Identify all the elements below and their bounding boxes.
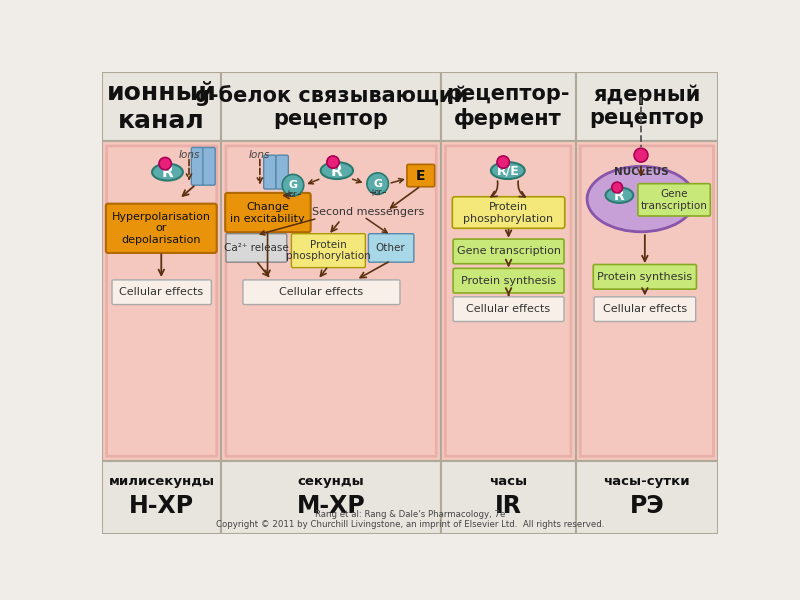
Text: Change
in excitability: Change in excitability (230, 202, 305, 224)
Bar (575, 461, 718, 534)
FancyArrowPatch shape (518, 181, 526, 197)
Text: милисекунды: милисекунды (109, 475, 214, 488)
FancyBboxPatch shape (112, 280, 211, 305)
Ellipse shape (152, 164, 183, 181)
Circle shape (612, 182, 622, 193)
Text: РЭ: РЭ (630, 494, 664, 518)
Text: ионный
канал: ионный канал (106, 81, 217, 133)
Text: R: R (162, 166, 174, 181)
Bar (441, 141, 575, 461)
Text: Ions: Ions (249, 150, 270, 160)
FancyBboxPatch shape (203, 148, 215, 185)
Circle shape (159, 157, 171, 170)
Text: Second messengers: Second messengers (311, 207, 424, 217)
Circle shape (282, 175, 304, 196)
Bar (102, 72, 222, 141)
FancyBboxPatch shape (264, 155, 276, 189)
Text: Protein
phosphorylation: Protein phosphorylation (463, 202, 554, 224)
Text: секунды: секунды (298, 475, 365, 488)
Bar (441, 72, 575, 141)
Text: Rang et al: Rang & Dale's Pharmacology, 7e
Copyright © 2011 by Churchill Livings: Rang et al: Rang & Dale's Pharmacology, … (216, 510, 604, 529)
Text: G: G (288, 180, 298, 190)
Circle shape (367, 173, 389, 194)
Text: Cellular effects: Cellular effects (119, 287, 203, 297)
FancyBboxPatch shape (594, 265, 697, 289)
FancyBboxPatch shape (407, 164, 434, 187)
FancyBboxPatch shape (226, 233, 287, 262)
Bar (441, 461, 575, 534)
FancyBboxPatch shape (226, 146, 436, 456)
Text: E: E (416, 169, 426, 183)
FancyArrowPatch shape (491, 181, 498, 197)
FancyBboxPatch shape (291, 233, 366, 268)
Text: IR: IR (494, 494, 522, 518)
Bar (102, 141, 222, 461)
Text: Cellular effects: Cellular effects (466, 304, 550, 314)
Text: Gene
transcription: Gene transcription (641, 189, 707, 211)
Ellipse shape (587, 166, 695, 232)
Text: Hyperpolarisation
or
depolarisation: Hyperpolarisation or depolarisation (112, 212, 210, 245)
FancyBboxPatch shape (106, 146, 217, 456)
Text: Cellular effects: Cellular effects (602, 304, 687, 314)
FancyBboxPatch shape (580, 146, 714, 456)
FancyBboxPatch shape (106, 203, 217, 253)
Text: R/E: R/E (497, 165, 519, 178)
Text: +: + (368, 188, 376, 198)
Text: Н-ХР: Н-ХР (129, 494, 194, 518)
Text: Gene transcription: Gene transcription (457, 247, 561, 256)
Bar (575, 141, 718, 461)
Bar (575, 72, 718, 141)
Text: Cellular effects: Cellular effects (279, 287, 363, 297)
Text: Protein
phosphorylation: Protein phosphorylation (286, 240, 370, 262)
Circle shape (634, 148, 648, 162)
Text: Ions: Ions (178, 150, 200, 160)
Text: часы: часы (489, 475, 527, 488)
Text: or: or (374, 188, 382, 197)
Bar (222, 72, 441, 141)
Text: +: + (283, 190, 291, 199)
Text: R: R (614, 189, 625, 203)
FancyBboxPatch shape (452, 197, 565, 229)
Text: ядерный
рецептор: ядерный рецептор (590, 85, 704, 128)
Text: G: G (373, 179, 382, 188)
Bar (222, 141, 441, 461)
FancyBboxPatch shape (453, 268, 564, 293)
Text: М-ХР: М-ХР (297, 494, 366, 518)
Text: R: R (331, 164, 342, 179)
FancyBboxPatch shape (276, 155, 288, 189)
Text: -: - (382, 187, 386, 199)
Text: часы-сутки: часы-сутки (603, 475, 690, 488)
Text: g-белок связывающий
рецептор: g-белок связывающий рецептор (194, 85, 468, 129)
FancyBboxPatch shape (453, 239, 564, 264)
Ellipse shape (606, 187, 634, 203)
Ellipse shape (321, 162, 353, 179)
Text: or: or (289, 190, 298, 199)
Text: Protein synthesis: Protein synthesis (461, 275, 556, 286)
Bar (222, 461, 441, 534)
FancyBboxPatch shape (638, 184, 710, 216)
FancyBboxPatch shape (594, 297, 696, 322)
FancyBboxPatch shape (446, 146, 571, 456)
Text: Other: Other (376, 244, 406, 253)
Text: рецептор-
фермент: рецептор- фермент (446, 85, 570, 129)
FancyBboxPatch shape (453, 297, 564, 322)
Ellipse shape (491, 162, 525, 179)
Text: Ca²⁺ release: Ca²⁺ release (224, 244, 288, 253)
FancyBboxPatch shape (191, 148, 204, 185)
Circle shape (327, 156, 339, 168)
FancyBboxPatch shape (226, 193, 310, 232)
Text: -: - (297, 188, 302, 201)
FancyBboxPatch shape (369, 233, 414, 262)
Text: NUCLEUS: NUCLEUS (614, 167, 668, 177)
Circle shape (497, 156, 510, 168)
FancyBboxPatch shape (243, 280, 400, 305)
Text: Protein synthesis: Protein synthesis (598, 272, 693, 282)
Bar (102, 461, 222, 534)
